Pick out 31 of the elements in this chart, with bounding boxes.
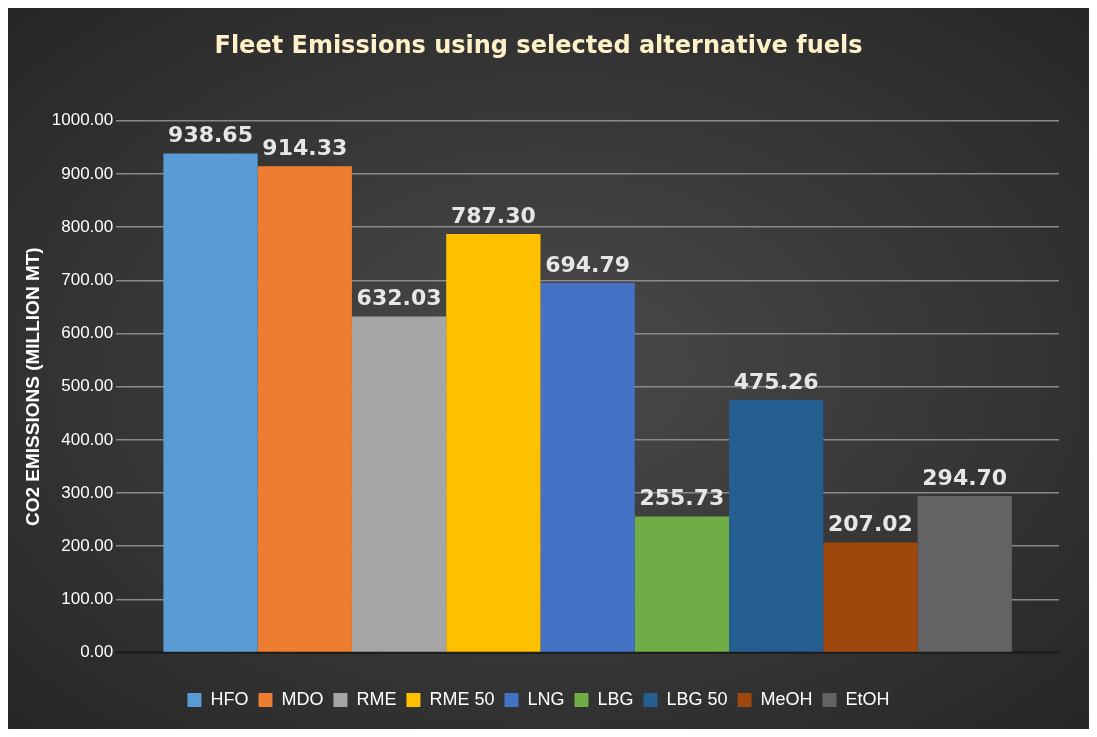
chart-title: Fleet Emissions using selected alternative fuels — [214, 30, 863, 59]
y-tick-label: 800.00 — [61, 216, 114, 236]
legend-label: EtOH — [845, 688, 890, 709]
y-tick-label: 500.00 — [61, 376, 114, 396]
legend-label: RME — [356, 688, 397, 709]
y-tick-label: 0.00 — [80, 642, 114, 662]
y-tick-label: 100.00 — [61, 589, 114, 609]
y-tick-label: 900.00 — [61, 163, 114, 183]
data-label: 255.73 — [639, 485, 725, 511]
legend-label: HFO — [210, 688, 249, 709]
y-tick-label: 300.00 — [61, 482, 114, 502]
data-label: 632.03 — [356, 285, 442, 311]
legend-label: LBG — [597, 688, 634, 709]
data-label: 938.65 — [168, 122, 253, 148]
data-label: 694.79 — [545, 251, 631, 277]
y-tick-label: 1000.00 — [51, 110, 114, 130]
y-axis-title: CO2 EMISSIONS (MILLION MT) — [21, 247, 43, 527]
y-tick-label: 600.00 — [61, 323, 114, 343]
legend-label: MDO — [281, 688, 324, 709]
y-tick-label: 700.00 — [61, 270, 114, 290]
data-label: 914.33 — [262, 135, 348, 161]
legend-label: LNG — [527, 688, 565, 709]
legend-label: RME 50 — [429, 688, 495, 709]
data-label: 294.70 — [922, 464, 1008, 490]
y-tick-label: 200.00 — [61, 535, 114, 555]
legend-label: MeOH — [760, 688, 813, 709]
y-tick-label: 400.00 — [61, 429, 114, 449]
data-label: 787.30 — [450, 202, 536, 228]
data-label: 207.02 — [828, 511, 913, 537]
legend-label: LBG 50 — [666, 688, 728, 709]
data-label: 475.26 — [733, 368, 819, 394]
